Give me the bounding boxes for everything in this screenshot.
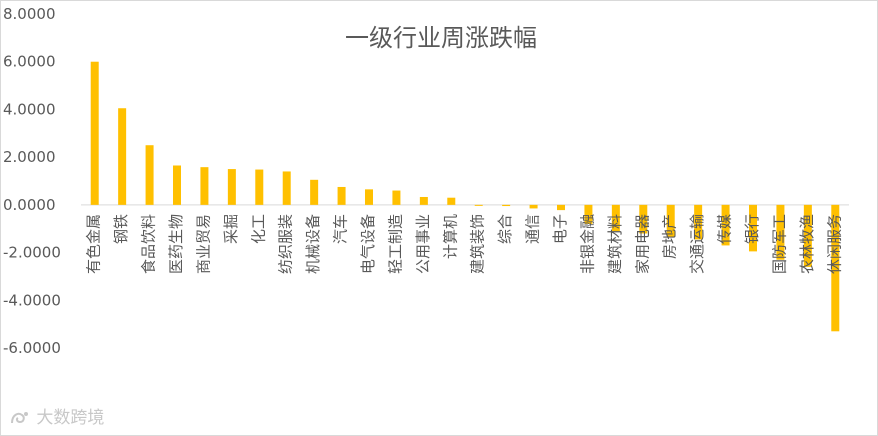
bar <box>557 204 565 211</box>
category-label: 房地产 <box>661 214 679 259</box>
category-label: 采掘 <box>222 214 240 244</box>
bar <box>502 204 511 207</box>
y-tick-label: 4.0000 <box>3 100 56 118</box>
category-label: 钢铁 <box>112 214 130 244</box>
category-label: 休闲服务 <box>825 214 843 274</box>
category-label: 电气设备 <box>359 214 377 274</box>
category-label: 建筑装饰 <box>469 214 487 274</box>
y-axis: 8.0000 6.0000 4.0000 2.0000 0.0000 -2.0000 -4.… <box>3 5 61 357</box>
y-tick-label: -6.0000 <box>3 339 61 357</box>
bar <box>666 204 675 238</box>
bar <box>90 61 99 205</box>
y-tick-label: 2.0000 <box>3 148 56 166</box>
bar <box>145 145 154 205</box>
bar <box>227 169 236 205</box>
bar <box>694 204 703 240</box>
category-label: 银行 <box>743 214 761 244</box>
category-label: 通信 <box>524 214 542 244</box>
category-label: 医药生物 <box>167 214 185 274</box>
y-tick-label: 0.0000 <box>3 196 56 214</box>
category-label: 农林牧渔 <box>798 214 816 274</box>
bar <box>831 204 840 332</box>
category-label: 国防军工 <box>770 214 788 274</box>
y-tick-label: -4.0000 <box>3 291 61 309</box>
bar <box>721 204 730 246</box>
chart-title: 一级行业周涨跌幅 <box>345 24 537 52</box>
bar <box>584 204 593 224</box>
category-label: 商业贸易 <box>194 214 212 274</box>
category-label: 有色金属 <box>85 214 103 274</box>
x-axis-labels: 有色金属 钢铁 食品饮料 医药生物 商业贸易 采掘 化工 纺织服装 机械设备 汽车 电气设备 轻工制造… <box>85 214 844 274</box>
category-label: 非银金融 <box>578 214 596 274</box>
bar <box>255 169 264 205</box>
bar <box>365 189 373 205</box>
bar <box>173 165 181 205</box>
category-label: 综合 <box>496 214 514 244</box>
y-tick-label: 6.0000 <box>3 53 56 71</box>
category-label: 计算机 <box>441 214 459 259</box>
bar <box>803 204 812 267</box>
category-label: 家用电器 <box>633 214 651 274</box>
category-label: 建筑材料 <box>606 214 624 274</box>
y-tick-label: -2.0000 <box>3 244 61 262</box>
bar <box>529 204 538 209</box>
category-label: 传媒 <box>716 214 734 244</box>
bar <box>200 167 209 205</box>
bar <box>749 204 757 252</box>
bar <box>310 179 319 205</box>
bar <box>282 171 291 205</box>
category-label: 机械设备 <box>304 214 322 274</box>
category-label: 交通运输 <box>688 214 706 274</box>
category-label: 汽车 <box>332 214 350 244</box>
bar <box>337 186 346 205</box>
category-label: 轻工制造 <box>386 214 404 274</box>
brand-logo-icon <box>9 409 31 427</box>
category-label: 公用事业 <box>414 214 432 274</box>
y-tick-label: 8.0000 <box>3 5 56 23</box>
category-label: 化工 <box>249 214 267 244</box>
bar <box>776 204 785 260</box>
bar <box>419 196 428 205</box>
bar <box>447 197 456 205</box>
category-label: 电子 <box>551 214 569 244</box>
bar <box>118 108 127 205</box>
bars-group <box>90 61 840 332</box>
bar <box>474 204 483 206</box>
bar <box>611 204 620 232</box>
bar <box>392 190 401 205</box>
watermark: 大数跨境 <box>9 403 104 428</box>
watermark-text: 大数跨境 <box>36 408 105 428</box>
category-label: 食品饮料 <box>140 214 158 274</box>
bar <box>639 204 648 234</box>
category-label: 纺织服装 <box>277 214 295 274</box>
